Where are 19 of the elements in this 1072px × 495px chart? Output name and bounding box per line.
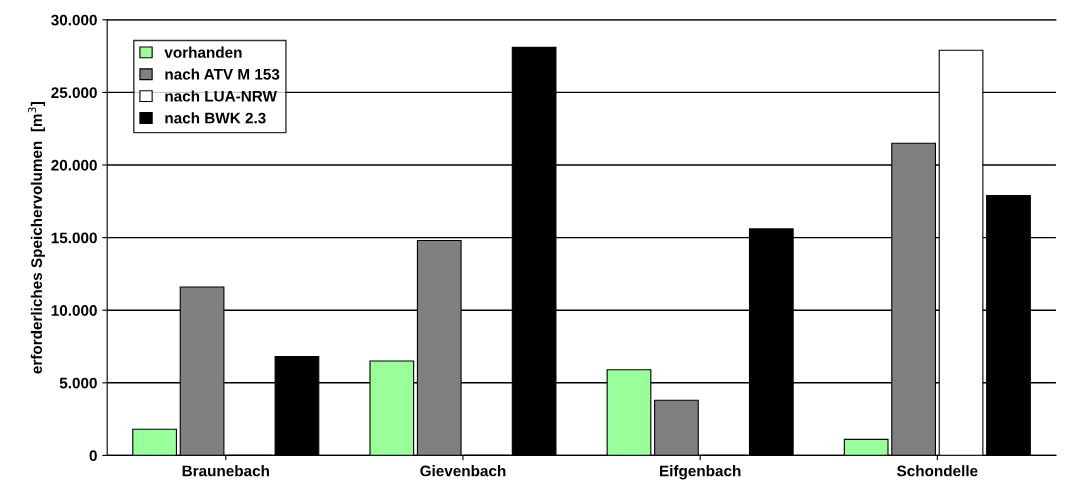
x-tick-label: Gievenbach bbox=[420, 465, 506, 477]
y-tick-label: 25.000 bbox=[51, 87, 97, 99]
legend-label: nach ATV M 153 bbox=[165, 68, 280, 80]
y-tick-label: 20.000 bbox=[51, 159, 97, 171]
legend-label: nach BWK 2.3 bbox=[165, 112, 266, 124]
y-tick-label: 0 bbox=[89, 450, 97, 462]
x-tick-label: Braunebach bbox=[182, 465, 269, 477]
legend-label: nach LUA-NRW bbox=[165, 90, 277, 102]
bar bbox=[654, 399, 699, 456]
bar bbox=[843, 438, 889, 456]
legend-label: vorhanden bbox=[164, 46, 242, 58]
bar bbox=[132, 428, 178, 456]
y-tick-label: 10.000 bbox=[51, 305, 97, 316]
y-tick-label: 5.000 bbox=[59, 377, 97, 389]
y-tick-label: 15.000 bbox=[51, 232, 97, 244]
y-axis-title: erforderliches Speichervolumen [m$^{3}$] bbox=[28, 101, 46, 374]
y-tick-label: 30.000 bbox=[51, 14, 97, 26]
x-tick-label: Schondelle bbox=[897, 465, 978, 477]
x-tick-label: Eifgenbach bbox=[660, 465, 741, 480]
